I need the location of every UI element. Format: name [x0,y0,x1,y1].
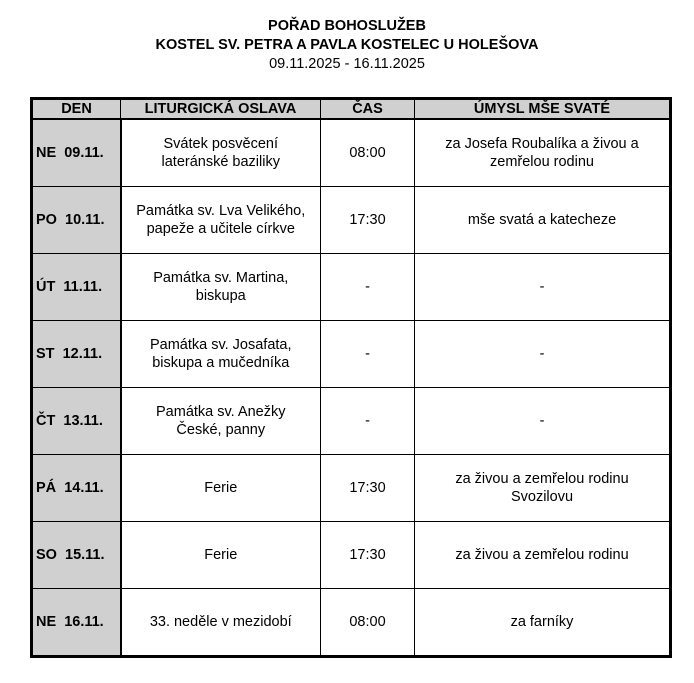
celebration-cell: Památka sv. Anežky České, panny [120,387,321,455]
intention-cell: mše svatá a katecheze [414,186,671,254]
intention-cell-line: Svozilovu [510,489,574,505]
column-header: ÚMYSL MŠE SVATÉ [414,98,671,120]
intention-cell-line: za Josefa Roubalíka a živou a [445,136,639,152]
table-row: PO 10.11. Památka sv. Lva Velikého, papeže… [31,186,671,254]
celebration-cell-line: 33. neděle v mezidobí [149,614,292,630]
intention-cell: - [414,253,671,321]
celebration-cell-line: Památka sv. Anežky [156,404,286,420]
day-cell-line: NE 16.11. [36,614,104,630]
celebration-cell-line: biskupa a mučedníka [152,355,290,371]
time-cell: 17:30 [320,186,415,254]
celebration-cell-line: papeže a učitele církve [146,221,295,237]
day-cell-line: ÚT 11.11. [36,279,103,295]
table-row: ST 12.11. Památka sv. Josafata, biskupa a … [31,320,671,388]
time-cell: 17:30 [320,521,415,589]
intention-cell-line: za živou a zemřelou rodinu [455,547,629,563]
day-cell-line: NE 09.11. [36,145,104,161]
time-cell-line: 17:30 [349,547,386,563]
day-cell: NE 16.11. [31,588,122,657]
time-cell-line: 17:30 [349,212,386,228]
intention-cell-line: mše svatá a katecheze [467,212,617,228]
day-cell-line: PO 10.11. [36,212,105,228]
intention-cell: za farníky [414,588,671,657]
intention-cell: - [414,320,671,388]
celebration-cell-line: Památka sv. Lva Velikého, [136,203,306,219]
day-cell: ÚT 11.11. [31,253,122,321]
celebration-cell: Památka sv. Josafata, biskupa a mučedníka [120,320,321,388]
time-cell: 08:00 [320,588,415,657]
time-cell-line: - [365,413,370,429]
table-row: ČT 13.11. Památka sv. Anežky České, panny -… [31,387,671,455]
intention-cell: za živou a zemřelou rodinu Svozilovu [414,454,671,522]
celebration-cell-line: Památka sv. Josafata, [149,337,292,353]
day-cell: NE 09.11. [31,118,122,187]
document-subtitle: KOSTEL SV. PETRA A PAVLA KOSTELEC U HOLE… [155,37,539,53]
date-range: 09.11.2025 - 16.11.2025 [269,56,425,72]
celebration-cell: Svátek posvěcení lateránské baziliky [120,118,321,187]
intention-cell-line: - [539,346,545,362]
day-cell-line: ČT 13.11. [36,413,103,429]
table-row: SO 15.11. Ferie 17:30 za živou a zemřelou r… [31,521,671,589]
celebration-cell-line: biskupa [195,288,246,304]
column-header: ČAS [320,98,415,120]
celebration-cell-line: Ferie [204,480,238,496]
table-row: NE 16.11. 33. neděle v mezidobí 08:00 za fa… [31,588,671,657]
day-cell: ČT 13.11. [31,387,122,455]
column-header: LITURGICKÁ OSLAVA [120,98,321,120]
celebration-cell-line: Památka sv. Martina, [153,270,289,286]
column-header: DEN [31,98,121,120]
day-cell-line: PÁ 14.11. [36,480,104,496]
day-cell: ST 12.11. [31,320,122,388]
intention-cell: za živou a zemřelou rodinu [414,521,671,589]
time-cell-line: 17:30 [349,480,386,496]
time-cell-line: - [365,346,370,362]
celebration-cell-line: České, panny [176,422,266,438]
celebration-cell-line: Ferie [204,547,238,563]
celebration-cell: Ferie [120,521,321,589]
intention-cell-line: - [539,279,545,295]
table-row: ÚT 11.11. Památka sv. Martina, biskupa - - [31,253,671,321]
table-row: PÁ 14.11. Ferie 17:30 za živou a zemřelou r… [31,454,671,522]
celebration-cell: Ferie [120,454,321,522]
intention-cell-line: za farníky [510,614,574,630]
intention-cell-line: zemřelou rodinu [490,154,594,170]
time-cell-line: 08:00 [349,614,386,630]
celebration-cell: Památka sv. Lva Velikého, papeže a učitel… [120,186,321,254]
day-cell: SO 15.11. [31,521,122,589]
schedule-table: DEN LITURGICKÁ OSLAVA ČAS ÚMYSL MŠE SVAT… [30,97,672,658]
celebration-cell-line: Svátek posvěcení [163,136,278,152]
table-row: NE 09.11. Svátek posvěcení lateránské bazi… [31,118,671,187]
time-cell: 17:30 [320,454,415,522]
day-cell-line: ST 12.11. [36,346,103,362]
celebration-cell: Památka sv. Martina, biskupa [120,253,321,321]
intention-cell-line: - [539,413,545,429]
intention-cell: za Josefa Roubalíka a živou a zemřelou ro… [414,118,671,187]
day-cell-line: SO 15.11. [36,547,105,563]
day-cell: PO 10.11. [31,186,122,254]
time-cell-line: 08:00 [349,145,386,161]
celebration-cell: 33. neděle v mezidobí [120,588,321,657]
time-cell: - [320,253,415,321]
intention-cell: - [414,387,671,455]
time-cell: - [320,387,415,455]
time-cell-line: - [365,279,370,295]
time-cell: - [320,320,415,388]
document-title: POŘAD BOHOSLUŽEB [268,18,426,34]
time-cell: 08:00 [320,118,415,187]
celebration-cell-line: lateránské baziliky [161,154,280,170]
document-header: POŘAD BOHOSLUŽEB KOSTEL SV. PETRA A PAVL… [0,17,694,74]
day-cell: PÁ 14.11. [31,454,122,522]
table-header-row: DEN LITURGICKÁ OSLAVA ČAS ÚMYSL MŠE SVAT… [31,98,671,120]
intention-cell-line: za živou a zemřelou rodinu [455,471,629,487]
